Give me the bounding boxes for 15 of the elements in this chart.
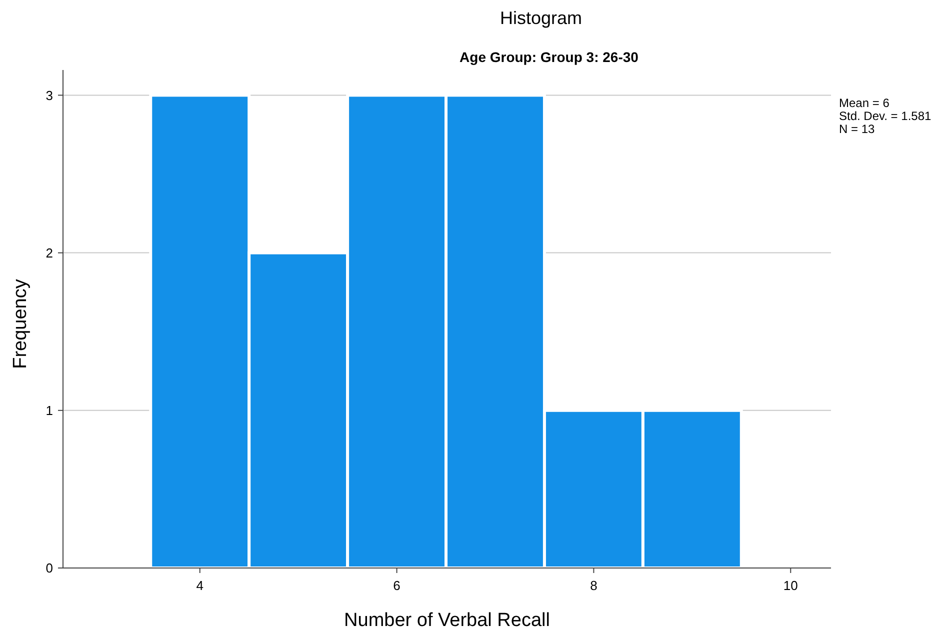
y-tick-label: 3 xyxy=(46,88,53,103)
y-tick-label: 0 xyxy=(46,560,53,576)
x-tick-label: 4 xyxy=(196,578,204,593)
text: Mean = 6 xyxy=(839,96,890,110)
x-axis-title: Number of Verbal Recall xyxy=(344,610,550,631)
x-tick-label: 10 xyxy=(783,578,798,593)
x-tick-label: 8 xyxy=(590,578,598,593)
chart-title: Histogram xyxy=(500,8,582,28)
x-tick-label: 6 xyxy=(393,578,400,593)
text: N = 13 xyxy=(839,122,876,136)
text: Std. Dev. = 1.581 xyxy=(839,109,932,123)
y-tick-label: 2 xyxy=(46,245,53,260)
y-axis-title: Frequency xyxy=(10,278,31,369)
chart-subtitle: Age Group: Group 3: 26-30 xyxy=(460,49,639,65)
y-tick-label: 1 xyxy=(46,402,53,418)
